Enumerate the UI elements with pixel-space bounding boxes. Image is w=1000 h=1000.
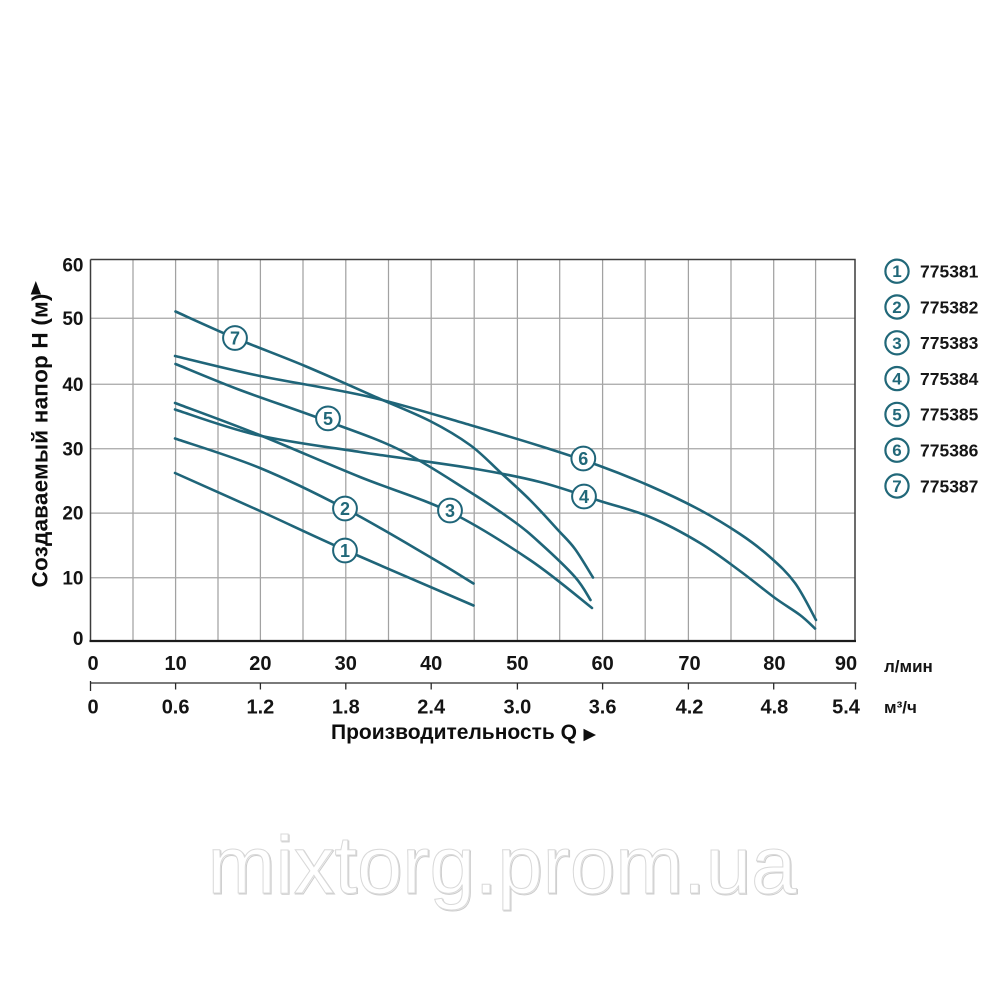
svg-text:775381: 775381 xyxy=(920,262,979,282)
svg-text:2.4: 2.4 xyxy=(417,697,446,719)
svg-text:7: 7 xyxy=(230,329,240,349)
svg-text:50: 50 xyxy=(506,653,528,675)
svg-text:Производительность Q: Производительность Q xyxy=(331,721,577,744)
svg-text:Создаваемый напор Н (м): Создаваемый напор Н (м) xyxy=(28,293,53,587)
svg-text:30: 30 xyxy=(62,439,83,460)
svg-text:20: 20 xyxy=(249,653,271,675)
svg-text:4: 4 xyxy=(579,487,589,507)
svg-text:0.6: 0.6 xyxy=(162,697,190,719)
svg-text:775385: 775385 xyxy=(920,405,979,425)
svg-text:1: 1 xyxy=(340,541,350,561)
svg-text:40: 40 xyxy=(62,375,83,396)
svg-text:л/мин: л/мин xyxy=(884,657,933,676)
svg-text:30: 30 xyxy=(335,653,357,675)
svg-text:7: 7 xyxy=(892,477,901,496)
svg-text:60: 60 xyxy=(591,653,613,675)
svg-text:4: 4 xyxy=(892,370,902,389)
svg-text:5: 5 xyxy=(323,409,333,429)
svg-text:1.2: 1.2 xyxy=(246,697,274,719)
svg-text:60: 60 xyxy=(62,256,83,277)
svg-text:775387: 775387 xyxy=(920,476,978,496)
svg-text:0: 0 xyxy=(87,697,98,719)
svg-text:775383: 775383 xyxy=(920,333,979,353)
svg-text:3.0: 3.0 xyxy=(503,697,531,719)
svg-text:1.8: 1.8 xyxy=(332,697,360,719)
svg-text:1: 1 xyxy=(892,262,901,281)
svg-text:6: 6 xyxy=(578,449,588,469)
svg-text:4.8: 4.8 xyxy=(760,697,788,719)
svg-text:775382: 775382 xyxy=(920,297,979,317)
svg-text:3: 3 xyxy=(445,501,455,521)
svg-text:775386: 775386 xyxy=(920,441,979,461)
svg-text:10: 10 xyxy=(62,568,83,589)
svg-text:3: 3 xyxy=(892,334,901,353)
svg-text:3.6: 3.6 xyxy=(589,697,617,719)
svg-text:2: 2 xyxy=(892,298,901,317)
svg-text:20: 20 xyxy=(62,504,83,525)
svg-text:м³/ч: м³/ч xyxy=(884,698,917,717)
svg-text:5.4: 5.4 xyxy=(832,697,861,719)
svg-text:4.2: 4.2 xyxy=(676,697,704,719)
svg-text:40: 40 xyxy=(420,653,442,675)
svg-text:90: 90 xyxy=(835,653,857,675)
svg-text:70: 70 xyxy=(678,653,700,675)
svg-text:10: 10 xyxy=(164,653,186,675)
svg-text:mixtorg.prom.ua: mixtorg.prom.ua xyxy=(208,820,797,911)
svg-text:0: 0 xyxy=(73,629,84,650)
svg-text:2: 2 xyxy=(340,499,350,519)
svg-text:6: 6 xyxy=(892,441,901,460)
svg-text:0: 0 xyxy=(87,653,98,675)
svg-text:50: 50 xyxy=(62,309,83,330)
svg-text:80: 80 xyxy=(763,653,785,675)
svg-text:mixtorg.prom.ua: mixtorg.prom.ua xyxy=(209,821,798,912)
svg-text:775384: 775384 xyxy=(920,369,979,389)
svg-text:5: 5 xyxy=(892,405,901,424)
